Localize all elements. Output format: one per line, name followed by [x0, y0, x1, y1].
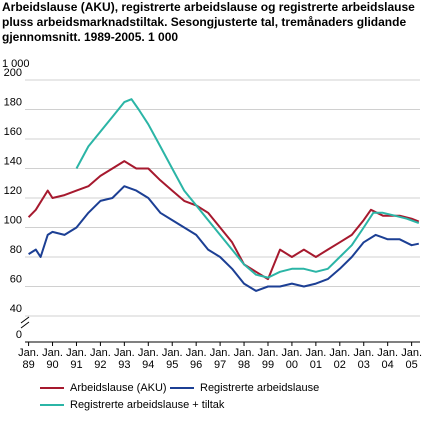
x-tick-label: Jan. 93	[113, 347, 135, 371]
legend-label: Registrerte arbeidslause + tiltak	[70, 399, 225, 411]
x-tick-label: Jan. 95	[161, 347, 183, 371]
x-tick-label: Jan. 92	[90, 347, 111, 371]
line-series	[28, 185, 420, 292]
y-tick-label: 180	[4, 96, 22, 108]
y-tick-label: 0	[16, 329, 22, 341]
x-tick-label: Jan. 96	[185, 347, 207, 371]
y-tick-label: 40	[10, 303, 22, 315]
x-tick-label: Jan. 98	[233, 347, 255, 371]
x-tick-label: Jan. 90	[42, 347, 63, 371]
x-tick-label: Jan. 05	[401, 347, 422, 371]
legend-label: Registrerte arbeidslause	[200, 382, 319, 394]
x-tick-label: Jan. 94	[137, 347, 159, 371]
y-tick-label: 60	[10, 273, 22, 285]
axis-break	[20, 316, 30, 324]
x-tick-label: Jan. 03	[353, 347, 375, 371]
x-tick-label: Jan. 97	[209, 347, 231, 371]
line-series	[27, 160, 420, 281]
x-tick-label: Jan. 89	[18, 347, 39, 371]
y-unit: 1 000	[2, 58, 30, 70]
chart-title: Arbeidslause (AKU), registrerte arbeidsl…	[2, 0, 415, 44]
x-tick-label: Jan. 04	[377, 347, 399, 371]
y-tick-label: 120	[4, 185, 22, 197]
y-tick-label: 100	[4, 214, 22, 226]
axis-break	[20, 321, 30, 329]
y-tick-label: 140	[4, 155, 22, 167]
x-tick-label: Jan. 99	[257, 347, 279, 371]
y-tick-label: 80	[10, 244, 22, 256]
x-tick-label: Jan. 00	[281, 347, 303, 371]
x-tick-label: Jan. 02	[329, 347, 351, 371]
x-tick-label: Jan. 91	[66, 347, 87, 371]
legend-label: Arbeidslause (AKU)	[70, 382, 167, 394]
y-tick-label: 160	[4, 126, 22, 138]
x-tick-label: Jan. 01	[305, 347, 327, 371]
line-series	[75, 98, 420, 279]
y-tick-label: 200	[4, 67, 22, 79]
